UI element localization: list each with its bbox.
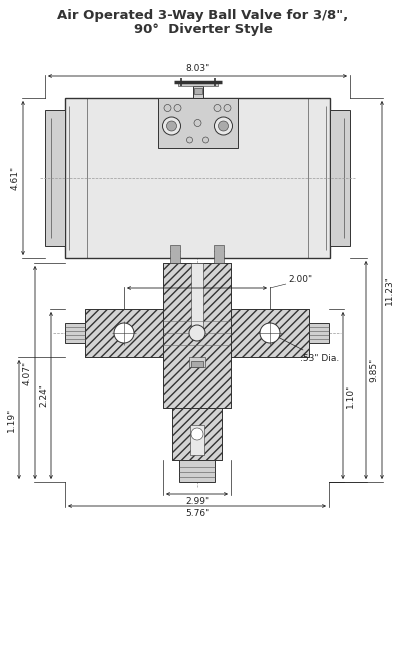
Text: 1.10": 1.10" — [346, 383, 355, 407]
Text: 8.03": 8.03" — [185, 64, 210, 73]
Circle shape — [164, 104, 171, 112]
Bar — [45, 110, 65, 246]
Text: 9.85": 9.85" — [369, 358, 378, 382]
Text: 4.61": 4.61" — [11, 166, 20, 190]
Circle shape — [166, 121, 177, 131]
Text: 1.19": 1.19" — [7, 407, 16, 432]
Circle shape — [191, 428, 203, 440]
Text: Air Operated 3-Way Ball Valve for 3/8",: Air Operated 3-Way Ball Valve for 3/8", — [57, 8, 349, 22]
Circle shape — [219, 121, 228, 131]
Circle shape — [260, 323, 280, 343]
Bar — [172, 408, 222, 460]
Bar — [177, 81, 217, 86]
Text: 5.76": 5.76" — [185, 509, 209, 518]
Text: 11.23": 11.23" — [385, 275, 394, 305]
Bar — [309, 323, 329, 343]
Circle shape — [186, 137, 193, 143]
Bar — [65, 323, 85, 343]
Bar — [170, 245, 180, 263]
Circle shape — [174, 104, 181, 112]
Circle shape — [194, 119, 201, 127]
Bar — [191, 263, 203, 333]
Bar — [85, 309, 163, 357]
Circle shape — [189, 325, 205, 341]
Bar — [189, 357, 205, 367]
Bar — [85, 309, 163, 357]
Text: 2.24": 2.24" — [39, 383, 48, 407]
Circle shape — [224, 104, 231, 112]
Bar — [190, 425, 204, 455]
Bar — [179, 460, 215, 482]
Text: 4.07": 4.07" — [23, 360, 32, 385]
Bar — [231, 309, 309, 357]
Bar — [330, 110, 350, 246]
Bar — [214, 245, 224, 263]
Bar — [172, 408, 222, 460]
Circle shape — [214, 104, 221, 112]
Bar — [158, 98, 238, 148]
Bar — [163, 263, 231, 408]
Circle shape — [162, 117, 180, 135]
Bar — [193, 88, 201, 94]
Bar — [163, 263, 231, 408]
Text: 2.99": 2.99" — [185, 497, 209, 506]
Bar — [193, 86, 203, 98]
Circle shape — [203, 137, 208, 143]
Text: 90°  Diverter Style: 90° Diverter Style — [133, 22, 272, 35]
Text: 2.00": 2.00" — [288, 275, 312, 284]
Bar — [231, 309, 309, 357]
Bar — [87, 98, 308, 258]
Bar — [65, 98, 330, 258]
Circle shape — [214, 117, 232, 135]
Circle shape — [114, 323, 134, 343]
Bar — [191, 361, 203, 367]
Text: .53" Dia.: .53" Dia. — [273, 334, 339, 363]
